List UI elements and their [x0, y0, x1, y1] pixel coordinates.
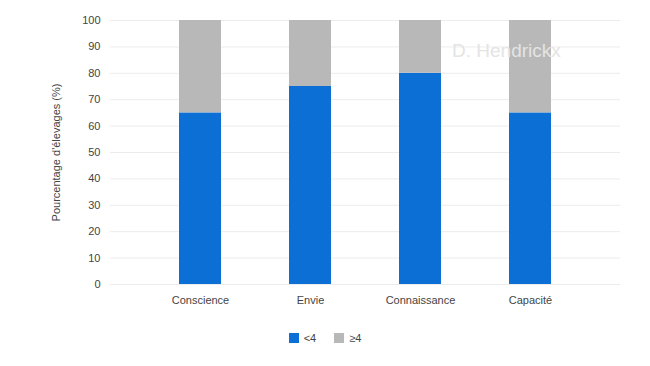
svg-text:60: 60 — [88, 120, 100, 132]
svg-text:Connaissance: Connaissance — [386, 294, 456, 306]
svg-text:10: 10 — [88, 252, 100, 264]
svg-text:80: 80 — [88, 67, 100, 79]
html-text:≥4: ≥4 — [349, 332, 362, 344]
svg-text:30: 30 — [88, 199, 100, 211]
svg-text:Conscience: Conscience — [172, 294, 229, 306]
svg-text:50: 50 — [88, 146, 100, 158]
html-text:<4: <4 — [303, 332, 317, 344]
svg-text:70: 70 — [88, 93, 100, 105]
svg-text:Envie: Envie — [297, 294, 325, 306]
svg-text:20: 20 — [88, 225, 100, 237]
svg-text:Capacité: Capacité — [509, 294, 552, 306]
svg-text:Pourcentage d'élevages (%): Pourcentage d'élevages (%) — [50, 84, 62, 222]
svg-text:40: 40 — [88, 172, 100, 184]
svg-text:90: 90 — [88, 40, 100, 52]
svg-text:100: 100 — [82, 14, 100, 26]
svg-text:0: 0 — [94, 278, 100, 290]
html-text:D. Hendrickx: D. Hendrickx — [452, 40, 561, 61]
